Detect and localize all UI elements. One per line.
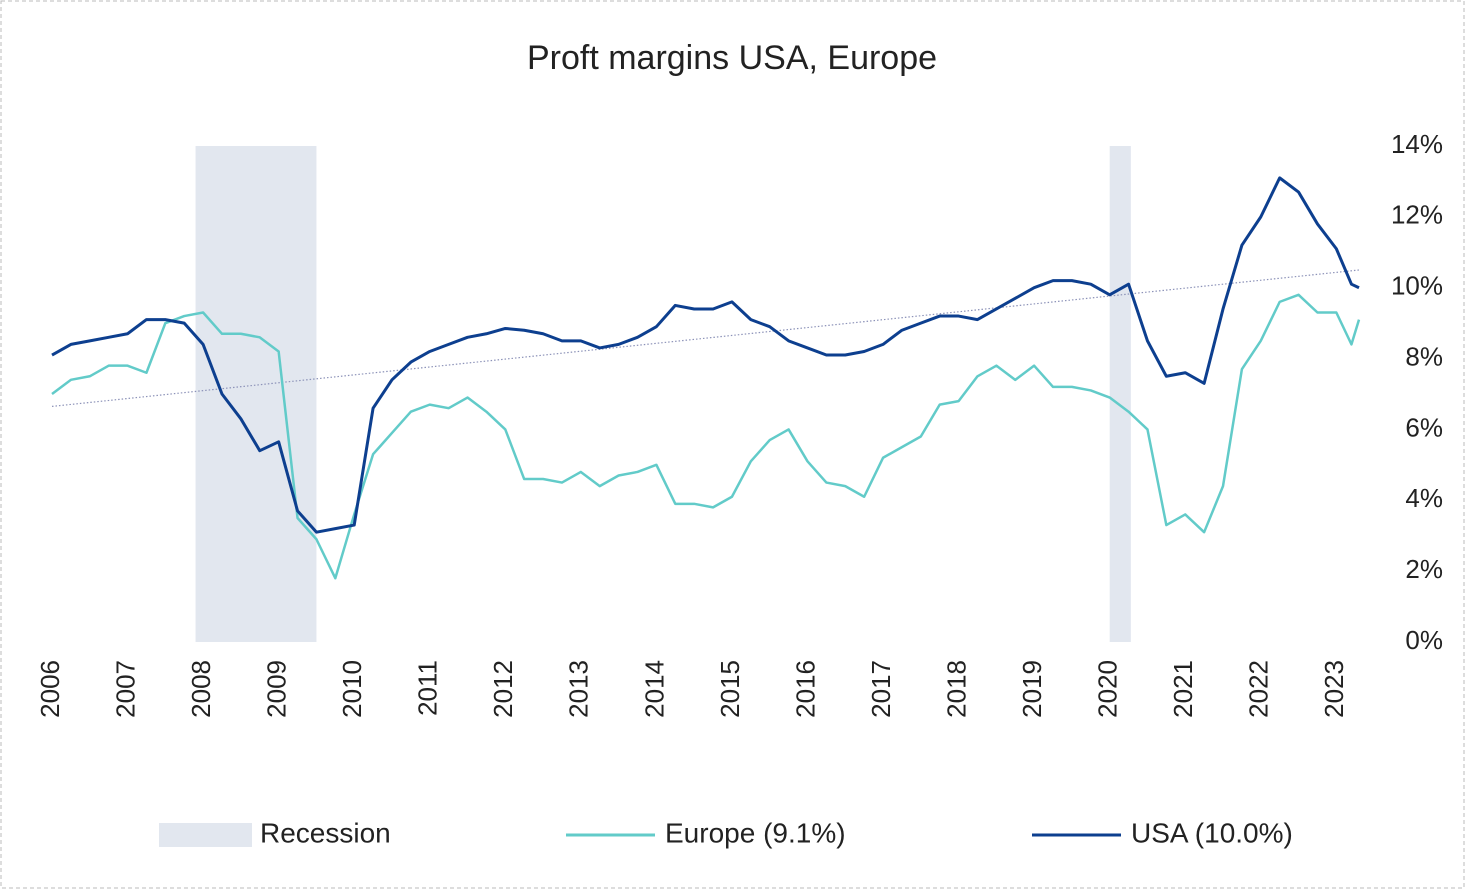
recession-band	[195, 146, 317, 642]
x-tick-label: 2023	[1319, 660, 1349, 718]
y-tick-label: 10%	[1391, 271, 1443, 301]
legend-label: Recession	[260, 817, 391, 848]
legend-label: USA (10.0%)	[1131, 817, 1293, 848]
x-tick-label: 2020	[1093, 660, 1123, 718]
x-tick-label: 2017	[866, 660, 896, 718]
legend-label: Europe (9.1%)	[665, 817, 846, 848]
y-tick-label: 6%	[1405, 412, 1443, 442]
x-tick-label: 2021	[1168, 660, 1198, 718]
x-tick-label: 2009	[262, 660, 292, 718]
x-tick-label: 2012	[488, 660, 518, 718]
x-tick-label: 2016	[790, 660, 820, 718]
x-tick-label: 2013	[564, 660, 594, 718]
x-tick-label: 2010	[337, 660, 367, 718]
x-tick-label: 2018	[941, 660, 971, 718]
y-tick-label: 2%	[1405, 554, 1443, 584]
series-line	[51, 293, 1361, 580]
recession-band	[1109, 146, 1131, 642]
y-tick-label: 0%	[1405, 625, 1443, 655]
x-tick-label: 2006	[35, 660, 65, 718]
y-tick-label: 4%	[1405, 483, 1443, 513]
y-tick-label: 12%	[1391, 200, 1443, 230]
x-tick-label: 2014	[639, 660, 669, 718]
series-line	[51, 176, 1360, 534]
y-tick-label: 8%	[1405, 341, 1443, 371]
x-tick-label: 2008	[186, 660, 216, 718]
y-tick-label: 14%	[1391, 129, 1443, 159]
chart-title: Proft margins USA, Europe	[527, 39, 937, 77]
x-tick-label: 2022	[1244, 660, 1274, 718]
x-tick-label: 2007	[110, 660, 140, 718]
x-tick-label: 2011	[413, 660, 443, 716]
x-tick-label: 2019	[1017, 660, 1047, 718]
legend-swatch	[159, 823, 252, 847]
x-tick-label: 2015	[715, 660, 745, 718]
